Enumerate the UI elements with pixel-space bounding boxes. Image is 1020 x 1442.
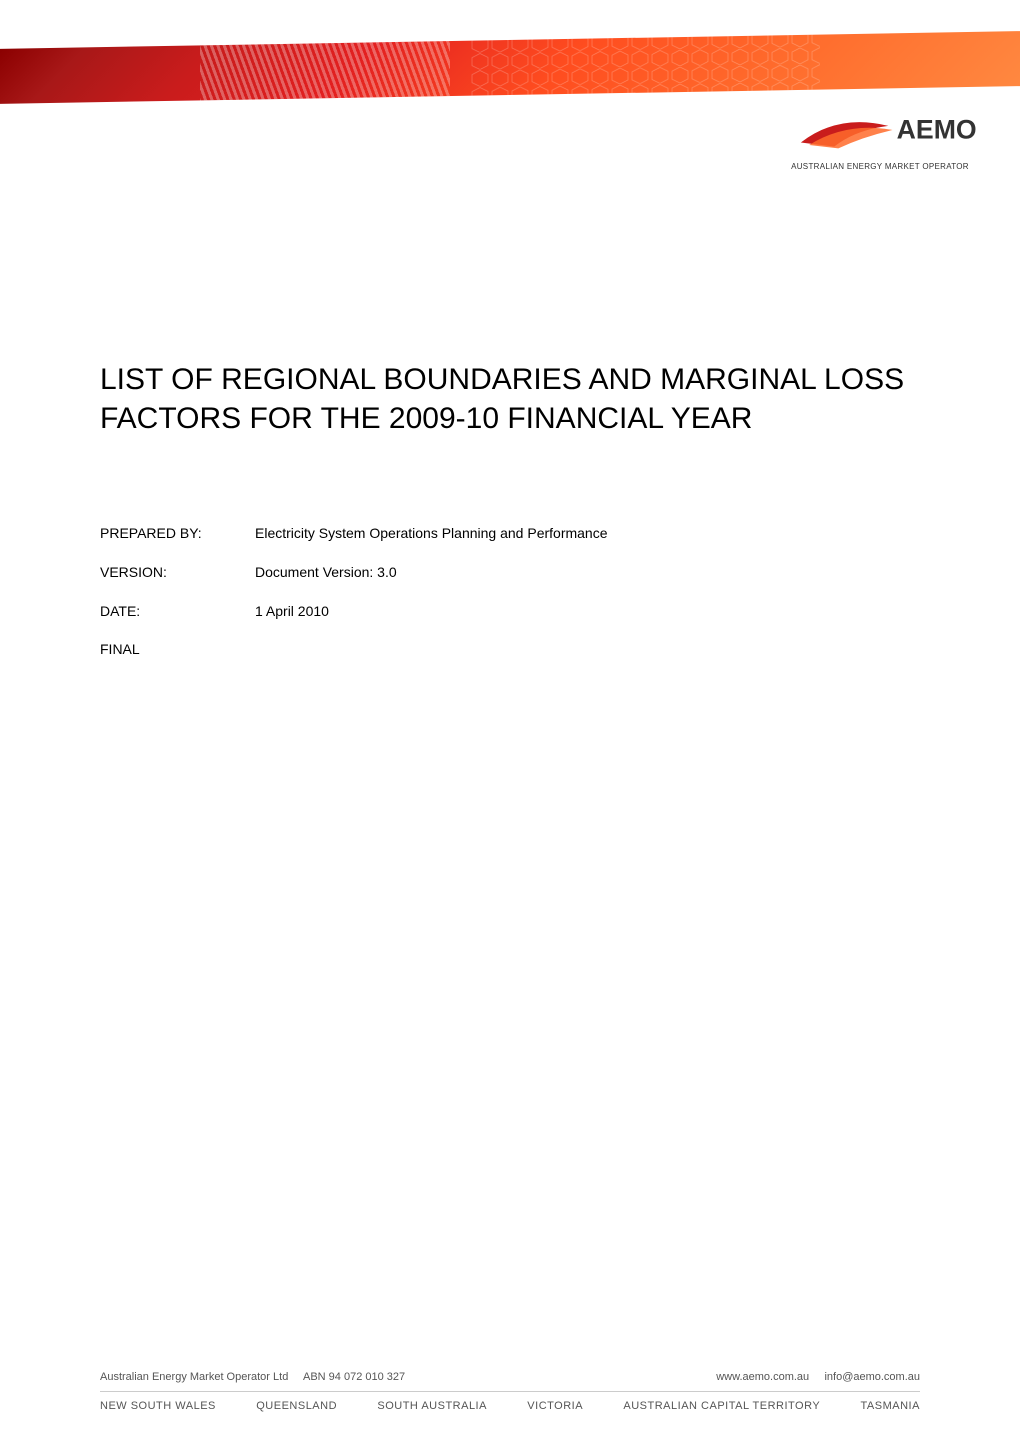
metadata-version: VERSION: Document Version: 3.0	[100, 557, 920, 588]
footer-states-row: NEW SOUTH WALES QUEENSLAND SOUTH AUSTRAL…	[100, 1400, 920, 1412]
footer-state-tas: TASMANIA	[861, 1400, 920, 1412]
document-metadata: PREPARED BY: Electricity System Operatio…	[100, 518, 920, 665]
document-content: LIST OF REGIONAL BOUNDARIES AND MARGINAL…	[0, 360, 1020, 665]
banner-stripes	[200, 31, 450, 104]
header-banner: AEMO AUSTRALIAN ENERGY MARKET OPERATOR	[0, 0, 1020, 230]
prepared-by-label: PREPARED BY:	[100, 518, 255, 549]
date-label: DATE:	[100, 596, 255, 627]
logo-subtitle: AUSTRALIAN ENERGY MARKET OPERATOR	[770, 162, 990, 171]
banner-hexagon-pattern	[470, 31, 820, 101]
svg-text:AEMO: AEMO	[897, 114, 977, 144]
metadata-prepared-by: PREPARED BY: Electricity System Operatio…	[100, 518, 920, 549]
footer-state-nsw: NEW SOUTH WALES	[100, 1400, 216, 1412]
version-value: Document Version: 3.0	[255, 557, 920, 588]
metadata-date: DATE: 1 April 2010	[100, 596, 920, 627]
metadata-status: FINAL	[100, 634, 920, 665]
footer-email: info@aemo.com.au	[824, 1371, 920, 1383]
status-value: FINAL	[100, 634, 255, 665]
footer-state-act: AUSTRALIAN CAPITAL TERRITORY	[623, 1400, 820, 1412]
aemo-logo: AEMO AUSTRALIAN ENERGY MARKET OPERATOR	[770, 105, 990, 171]
footer-state-sa: SOUTH AUSTRALIA	[377, 1400, 487, 1412]
logo-swoosh-icon: AEMO	[780, 105, 980, 155]
footer-abn: ABN 94 072 010 327	[303, 1371, 405, 1383]
version-label: VERSION:	[100, 557, 255, 588]
footer-contact-info: www.aemo.com.au info@aemo.com.au	[716, 1371, 920, 1383]
footer-top-row: Australian Energy Market Operator Ltd AB…	[100, 1371, 920, 1392]
footer-website: www.aemo.com.au	[716, 1371, 809, 1383]
page-footer: Australian Energy Market Operator Ltd AB…	[0, 1371, 1020, 1412]
date-value: 1 April 2010	[255, 596, 920, 627]
footer-org-name: Australian Energy Market Operator Ltd	[100, 1371, 288, 1383]
footer-state-qld: QUEENSLAND	[256, 1400, 337, 1412]
banner-red-band	[0, 31, 1020, 104]
footer-state-vic: VICTORIA	[527, 1400, 583, 1412]
footer-org-info: Australian Energy Market Operator Ltd AB…	[100, 1371, 405, 1383]
prepared-by-value: Electricity System Operations Planning a…	[255, 518, 920, 549]
document-title: LIST OF REGIONAL BOUNDARIES AND MARGINAL…	[100, 360, 920, 438]
